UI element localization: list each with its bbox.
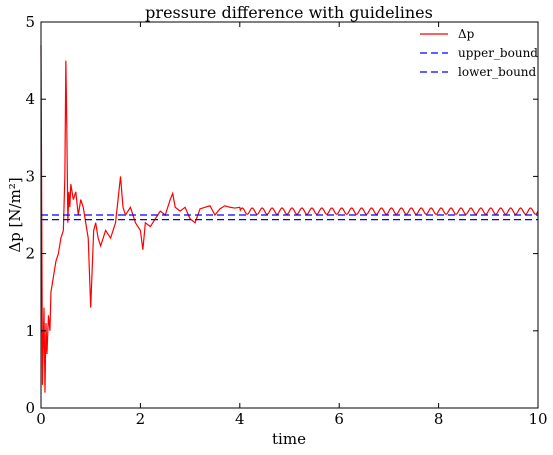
y-axis-label: Δp [N/m²] [6,177,24,252]
legend: Δp upper_bound lower_bound [420,27,538,79]
series-line--p [40,45,539,393]
legend-label: Δp [458,27,475,41]
x-tick-label: 4 [235,410,245,428]
plot-area [40,45,539,393]
x-tick-label: 6 [334,410,344,428]
y-tick-label: 2 [25,245,35,263]
x-tick-label: 0 [36,410,46,428]
x-axis-label: time [272,430,306,448]
axis-ticks: 0 2 4 6 8 10 0 1 2 3 4 5 [25,13,547,428]
x-tick-label: 8 [434,410,444,428]
x-tick-label: 10 [528,410,547,428]
y-tick-label: 3 [25,167,35,185]
legend-label: lower_bound [458,65,537,79]
plot-frame [40,21,539,409]
x-tick-label: 2 [136,410,146,428]
y-tick-label: 4 [25,90,35,108]
y-tick-label: 5 [25,13,35,31]
legend-label: upper_bound [458,46,538,60]
chart-title: pressure difference with guidelines [145,3,433,22]
y-tick-label: 1 [25,322,35,340]
y-tick-label: 0 [25,399,35,417]
